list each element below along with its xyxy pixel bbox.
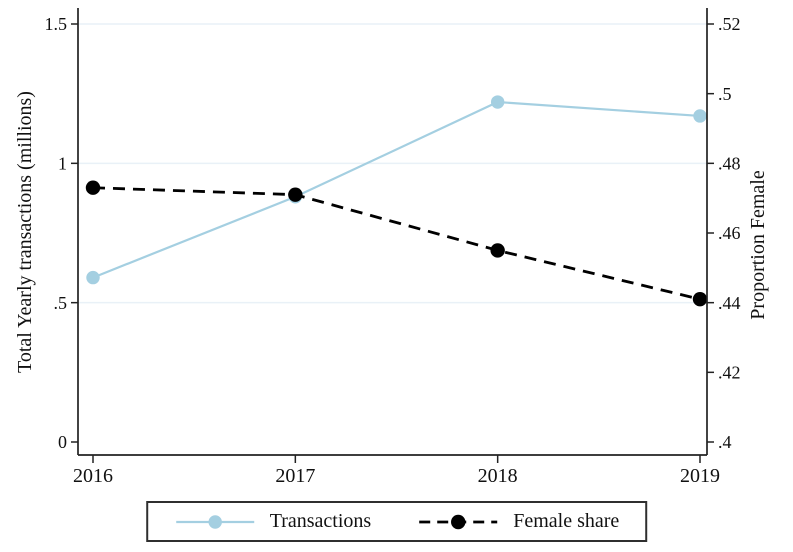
legend-label-female-share: Female share: [513, 510, 620, 532]
legend: Transactions Female share: [145, 501, 648, 542]
svg-text:.44: .44: [718, 293, 741, 313]
svg-text:2016: 2016: [73, 465, 113, 487]
legend-label-transactions: Transactions: [269, 510, 372, 532]
svg-text:.5: .5: [54, 293, 68, 313]
svg-text:.48: .48: [718, 153, 741, 173]
left-axis-title: Total Yearly transactions (millions): [14, 91, 36, 373]
dual-axis-line-chart: 0 .5 1 1.5 .4 .42 .44 .46 .48 .5 .52 2016 2017 2018 20…: [14, 8, 769, 487]
female-share-line-sample: [419, 514, 498, 529]
svg-text:.4: .4: [718, 432, 732, 452]
legend-item-female-share: Female share: [417, 510, 619, 533]
svg-text:2018: 2018: [478, 465, 518, 487]
svg-text:1.5: 1.5: [45, 14, 68, 34]
svg-text:1: 1: [58, 153, 67, 173]
transactions-line-sample: [175, 514, 254, 529]
svg-text:.42: .42: [718, 362, 741, 382]
svg-text:0: 0: [58, 432, 67, 452]
axes: [77, 8, 708, 456]
right-axis-title: Proportion Female: [747, 170, 769, 320]
svg-text:.46: .46: [718, 223, 741, 243]
svg-text:2017: 2017: [275, 465, 315, 487]
tick-marks-and-labels: 0 .5 1 1.5 .4 .42 .44 .46 .48 .5 .52 2016 2017 2018 20…: [45, 14, 741, 487]
gridlines: [78, 23, 707, 304]
data-series: [85, 95, 708, 307]
svg-text:2019: 2019: [680, 465, 720, 487]
svg-text:.52: .52: [718, 14, 741, 34]
legend-item-transactions: Transactions: [174, 510, 371, 533]
svg-text:.5: .5: [718, 84, 732, 104]
